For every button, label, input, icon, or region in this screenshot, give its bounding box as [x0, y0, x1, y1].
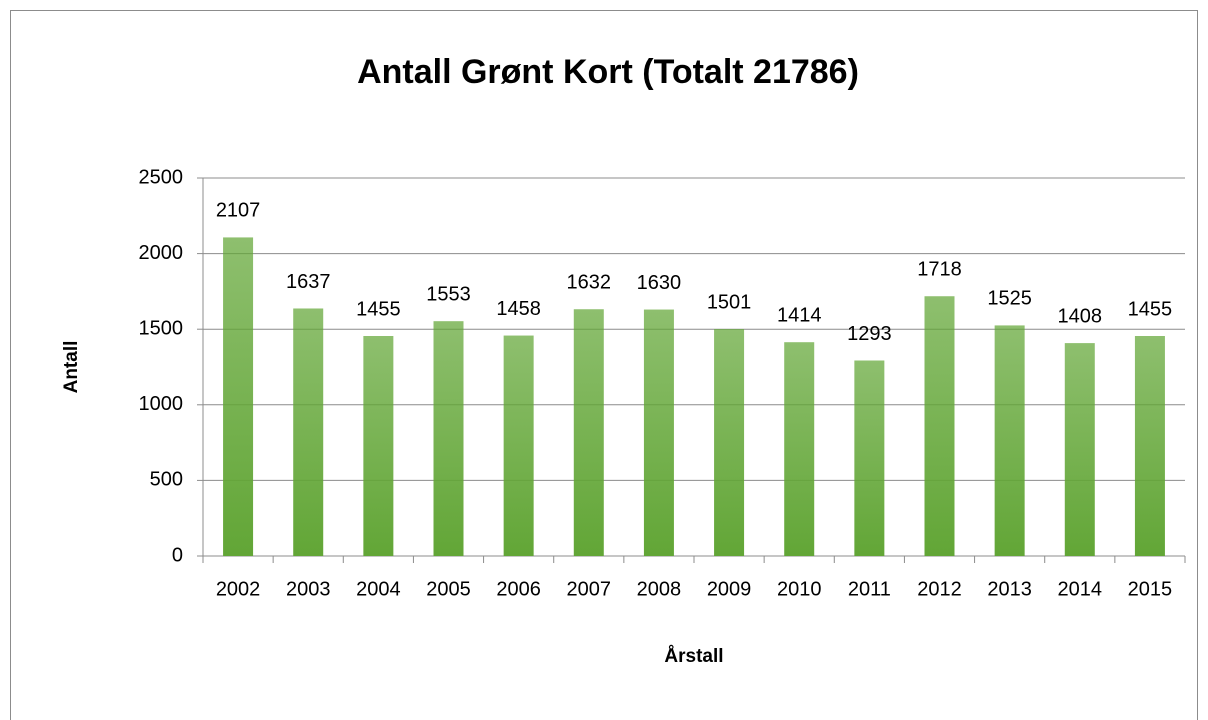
- bar: [784, 342, 815, 556]
- y-axis-title: Antall: [61, 341, 82, 394]
- bar: [293, 308, 324, 556]
- y-tick-label: 1000: [139, 393, 184, 415]
- bar: [994, 325, 1025, 556]
- bar: [1134, 336, 1165, 556]
- bar: [573, 309, 604, 556]
- data-label: 1718: [917, 259, 962, 281]
- x-tick-label: 2011: [848, 578, 891, 600]
- data-label: 1632: [567, 272, 612, 294]
- x-tick-label: 2005: [426, 578, 471, 600]
- data-label: 1501: [707, 291, 752, 313]
- y-tick-label: 2500: [139, 166, 184, 188]
- x-tick-label: 2009: [707, 578, 752, 600]
- data-label: 1408: [1058, 305, 1103, 327]
- data-label: 2107: [216, 200, 261, 222]
- data-label: 1630: [637, 272, 682, 294]
- x-tick-label: 2004: [356, 578, 401, 600]
- x-tick-label: 2014: [1058, 578, 1103, 600]
- x-tick-label: 2003: [286, 578, 331, 600]
- x-tick-label: 2015: [1128, 578, 1173, 600]
- x-tick-label: 2010: [777, 578, 822, 600]
- x-tick-label: 2002: [216, 578, 261, 600]
- x-axis-title: Årstall: [664, 646, 723, 667]
- bar: [503, 335, 534, 556]
- y-tick-label: 2000: [139, 242, 184, 264]
- data-label: 1293: [847, 323, 892, 345]
- data-label: 1455: [1128, 298, 1173, 320]
- bar: [1064, 343, 1095, 556]
- bar: [643, 309, 674, 556]
- x-tick-label: 2013: [987, 578, 1032, 600]
- y-tick-label: 500: [150, 469, 183, 491]
- x-tick-label: 2007: [567, 578, 612, 600]
- y-tick-label: 0: [172, 544, 183, 566]
- data-label: 1637: [286, 271, 331, 293]
- bar: [223, 237, 254, 556]
- chart-border: [10, 10, 1198, 720]
- data-label: 1458: [496, 298, 541, 320]
- chart-title: Antall Grønt Kort (Totalt 21786): [357, 53, 859, 91]
- bar: [433, 321, 464, 556]
- data-label: 1525: [987, 288, 1032, 310]
- data-label: 1455: [356, 298, 401, 320]
- bar: [924, 296, 955, 556]
- x-tick-label: 2006: [496, 578, 541, 600]
- data-label: 1414: [777, 304, 822, 326]
- x-tick-label: 2008: [637, 578, 682, 600]
- bar: [714, 329, 745, 556]
- y-tick-label: 1500: [139, 317, 184, 339]
- bar: [363, 336, 394, 556]
- bar: [854, 360, 885, 556]
- data-label: 1553: [426, 283, 471, 305]
- x-tick-label: 2012: [917, 578, 962, 600]
